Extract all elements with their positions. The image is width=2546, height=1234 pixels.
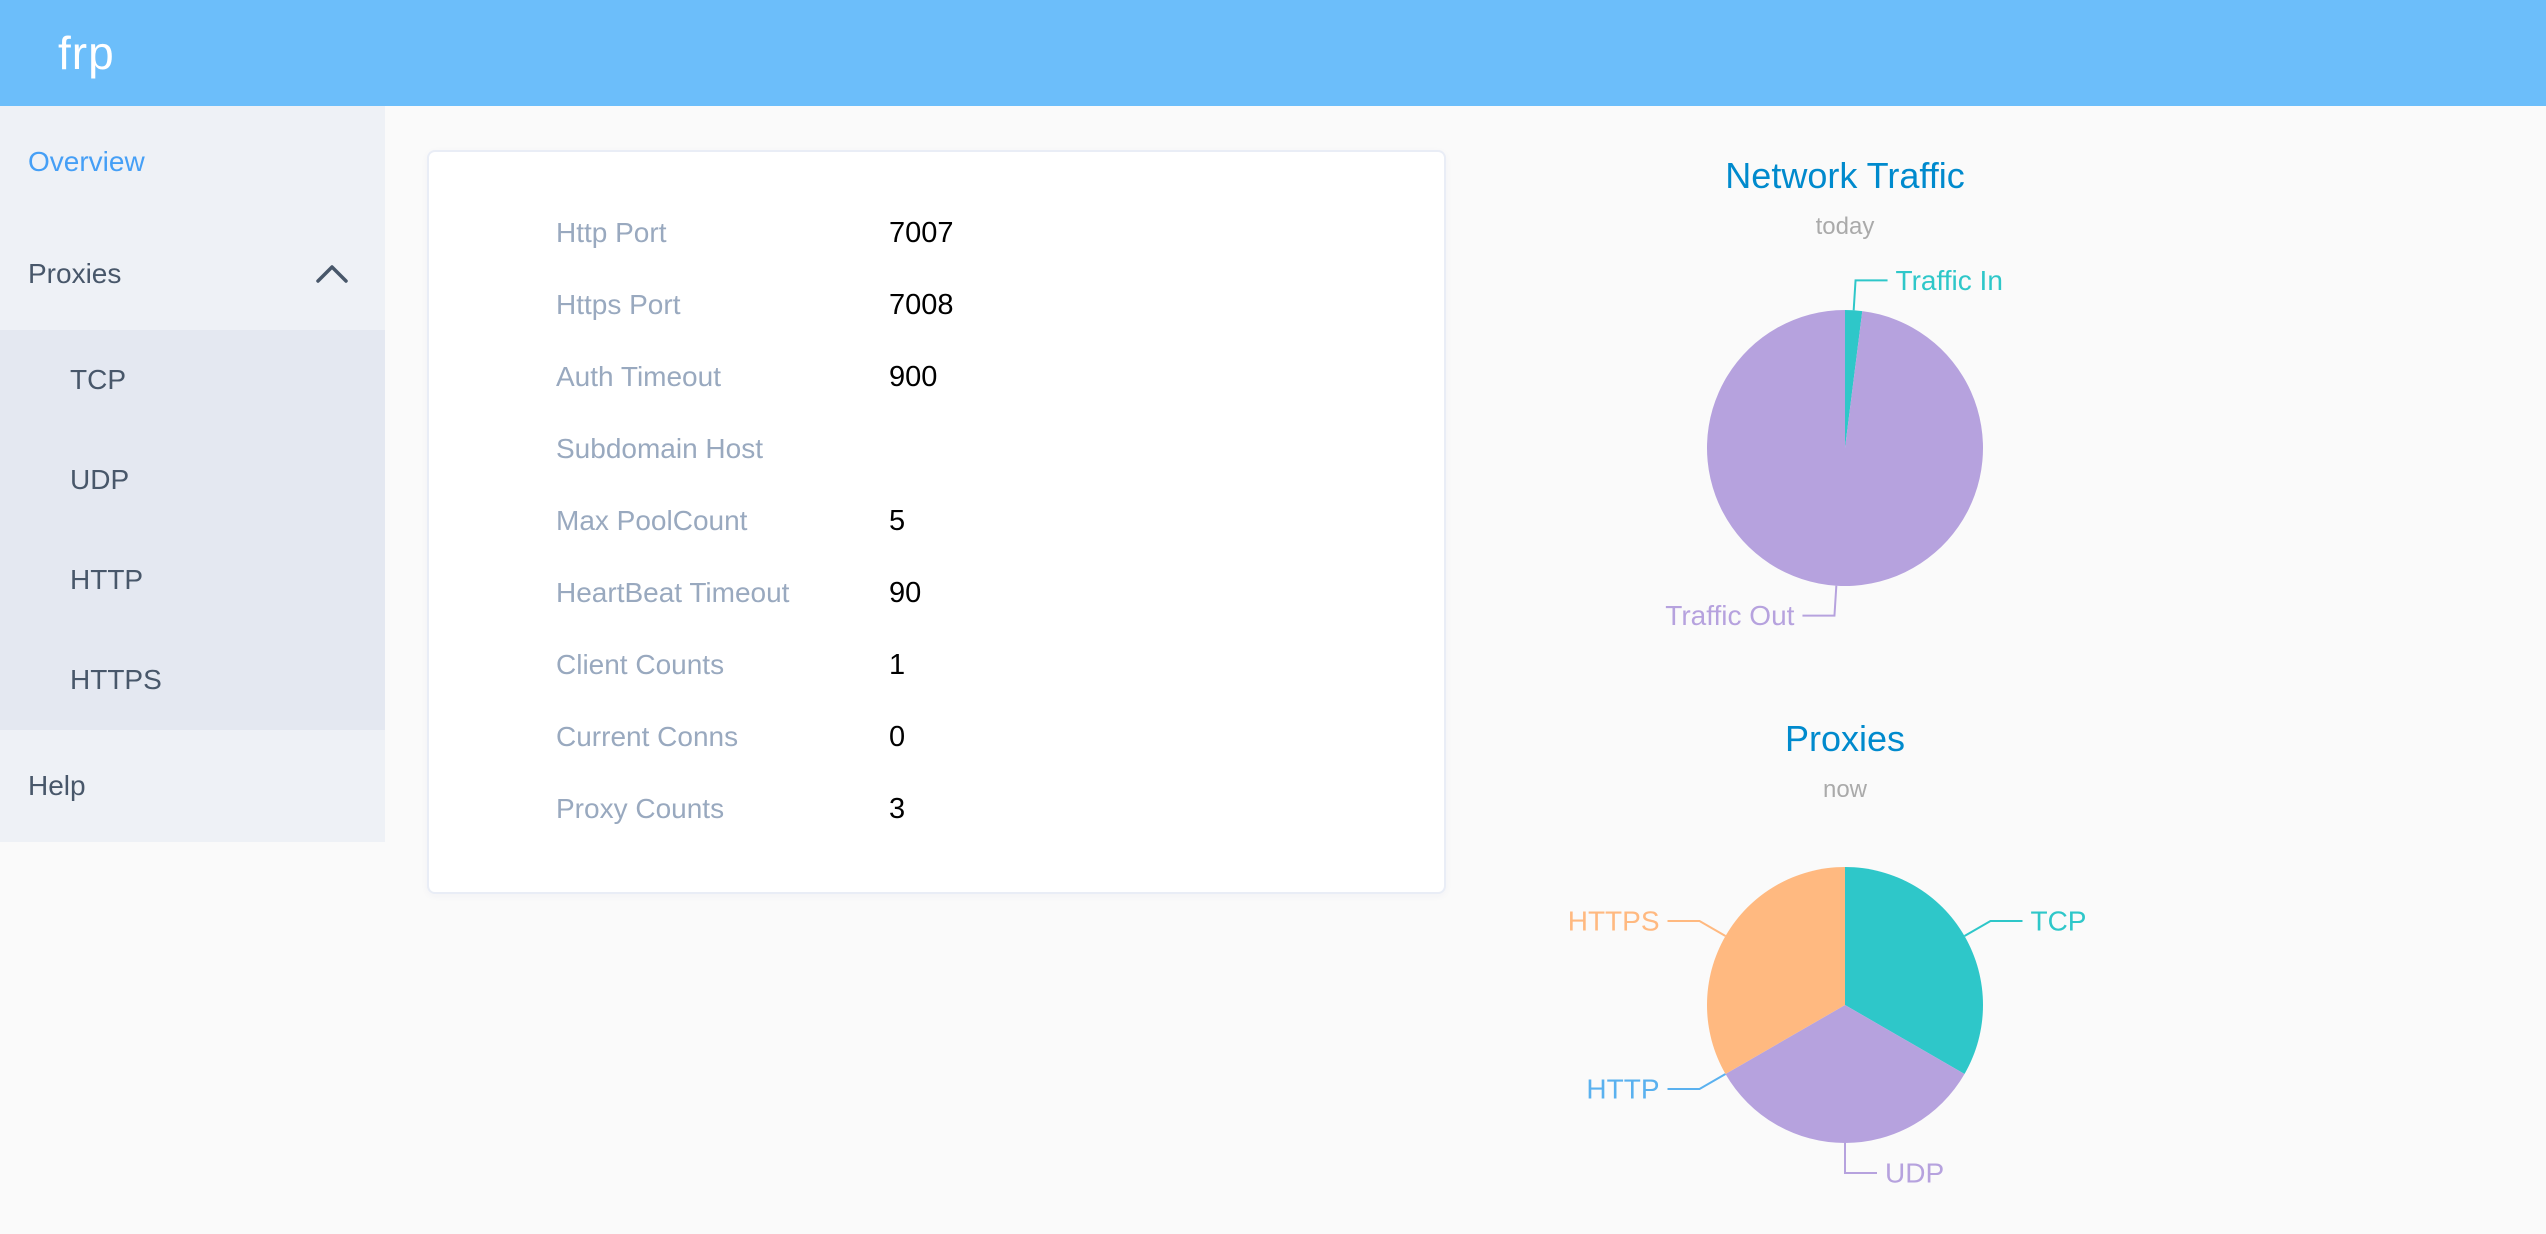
pie-label-http: HTTP (1586, 1074, 1659, 1105)
config-label: Auth Timeout (556, 361, 721, 392)
pie-chart-proxies: TCP UDP HTTP HTTPS (1568, 867, 2086, 1189)
config-row: Proxy Counts 3 (429, 773, 1444, 845)
sidebar-item-label: UDP (70, 464, 130, 495)
sidebar-item-label: Help (28, 770, 86, 801)
app-header: frp (0, 0, 2546, 106)
pie-label-line (1802, 585, 1838, 617)
chart-title: Proxies (1784, 718, 1906, 759)
proxies-submenu: TCP UDP HTTP HTTPS (0, 330, 385, 730)
sidebar-item-label: Proxies (28, 258, 122, 289)
config-label: Https Port (556, 289, 681, 320)
config-label: Proxy Counts (556, 793, 725, 824)
pie-label-traffic-out: Traffic Out (1665, 600, 1794, 631)
sidebar-item-https[interactable]: HTTPS (0, 630, 385, 730)
pie-label-line (1852, 279, 1888, 311)
config-row: Https Port 7008 (429, 269, 1444, 341)
config-row: Http Port 7007 (429, 197, 1444, 269)
sidebar-item-tcp[interactable]: TCP (0, 330, 385, 430)
server-config-card: Http Port 7007 Https Port 7008 Auth Timeout 9… (427, 150, 1446, 894)
config-label: Client Counts (556, 649, 725, 680)
server-info-list: Http Port 7007 Https Port 7008 Auth Timeout 9… (429, 152, 1444, 845)
pie-label-tcp: TCP (2030, 906, 2086, 937)
config-row: Subdomain Host (429, 413, 1444, 485)
config-value: 7008 (889, 288, 954, 321)
pie-label-line (1667, 1073, 1726, 1090)
chevron-up-icon (316, 265, 348, 283)
pie-chart-network-traffic: Traffic In Traffic Out (1665, 265, 2003, 631)
config-label: Current Conns (556, 721, 739, 752)
sidebar-item-label: TCP (70, 364, 126, 395)
config-row: Max PoolCount 5 (429, 485, 1444, 557)
pie-slice-traffic-out[interactable] (1707, 310, 1984, 586)
sidebar-item-udp[interactable]: UDP (0, 430, 385, 530)
pie-slice-https[interactable] (1707, 867, 1845, 1074)
config-value: 7007 (889, 216, 954, 249)
config-value: 3 (889, 792, 906, 825)
config-label: Max PoolCount (556, 505, 748, 536)
chart-title: Network Traffic (1725, 155, 1965, 196)
config-row: Client Counts 1 (429, 629, 1444, 701)
pie-slice-udp[interactable] (1725, 1005, 1965, 1143)
proxies-chart: Proxies now TCP UDP HTTP HTTPS (1445, 696, 2245, 1234)
sidebar-item-overview[interactable]: Overview (0, 106, 385, 218)
network-traffic-chart: Network Traffic today Traffic In Traffic … (1445, 133, 2245, 673)
sidebar: Overview Proxies TCP UDP HTTP HTTPS Help (0, 106, 385, 842)
sidebar-item-help[interactable]: Help (0, 730, 385, 842)
pie-label-traffic-in: Traffic In (1896, 265, 2003, 296)
config-value: 900 (889, 360, 938, 393)
config-value: 90 (889, 576, 922, 609)
config-value: 0 (889, 720, 906, 753)
sidebar-item-label: HTTPS (70, 664, 162, 695)
sidebar-item-label: HTTP (70, 564, 144, 595)
chart-subtitle: now (1822, 776, 1868, 803)
pie-label-line (1964, 920, 2023, 937)
sidebar-item-http[interactable]: HTTP (0, 530, 385, 630)
app-logo: frp (58, 27, 115, 79)
pie-slice-tcp[interactable] (1845, 867, 1983, 1074)
config-value: 1 (889, 648, 906, 681)
config-row: HeartBeat Timeout 90 (429, 557, 1444, 629)
chart-subtitle: today (1815, 213, 1875, 240)
pie-label-line (1844, 1143, 1877, 1174)
sidebar-item-proxies[interactable]: Proxies (0, 218, 385, 330)
config-label: Http Port (556, 217, 667, 248)
pie-slice-traffic-in[interactable] (1845, 310, 1863, 448)
config-value: 5 (889, 504, 906, 537)
pie-label-line (1667, 920, 1726, 937)
config-row: Current Conns 0 (429, 701, 1444, 773)
pie-label-https: HTTPS (1568, 906, 1660, 937)
config-label: Subdomain Host (556, 433, 764, 464)
pie-label-udp: UDP (1885, 1158, 1944, 1189)
config-label: HeartBeat Timeout (556, 577, 790, 608)
sidebar-item-label: Overview (28, 146, 145, 177)
config-row: Auth Timeout 900 (429, 341, 1444, 413)
